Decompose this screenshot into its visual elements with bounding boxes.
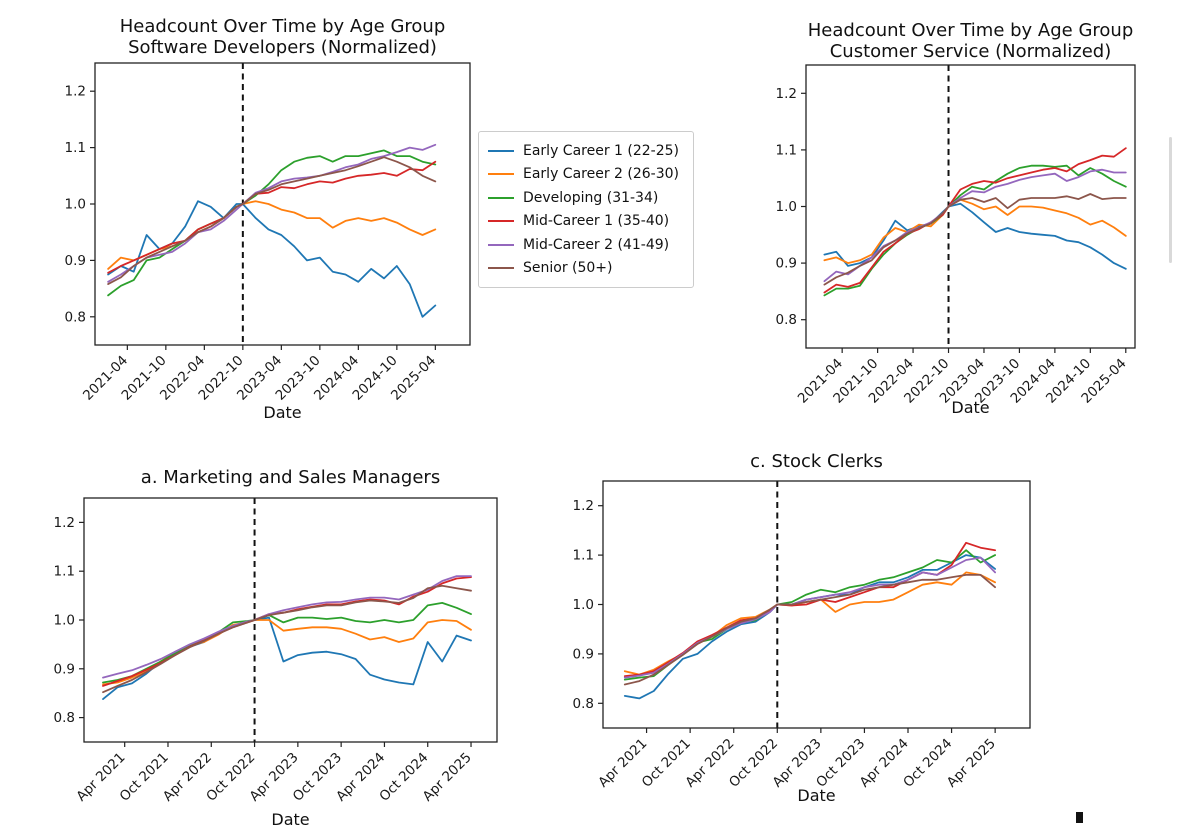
y-tick-label: 0.8 xyxy=(776,312,797,328)
x-tick-label: Apr 2024 xyxy=(333,750,388,805)
x-axis-label: Date xyxy=(271,810,310,829)
x-tick-label: 2025-04 xyxy=(388,353,439,404)
y-tick-label: 0.9 xyxy=(65,253,86,269)
scrollbar-thumb[interactable] xyxy=(1169,137,1172,263)
x-tick-label: Oct 2021 xyxy=(117,750,172,805)
chart-title: a. Marketing and Sales Managers xyxy=(141,467,440,488)
clipped-text-fragment xyxy=(1076,812,1083,823)
x-axis-label: Date xyxy=(797,786,836,805)
y-tick-label: 1.2 xyxy=(573,498,594,514)
legend-line-swatch-icon xyxy=(488,173,514,176)
y-tick-label: 0.8 xyxy=(573,696,594,712)
x-tick-label: 2024-04 xyxy=(311,353,362,404)
y-tick-label: 1.0 xyxy=(65,197,86,213)
legend-item-label: Early Career 1 (22-25) xyxy=(523,142,680,159)
x-axis-label: Date xyxy=(263,403,302,422)
y-tick-label: 1.0 xyxy=(54,613,75,629)
y-tick-label: 1.1 xyxy=(776,142,797,158)
x-tick-label: Apr 2024 xyxy=(857,736,912,791)
x-tick-label: Oct 2024 xyxy=(376,750,431,805)
legend-item-label: Senior (50+) xyxy=(523,260,613,277)
y-tick-label: 1.2 xyxy=(54,515,75,531)
y-tick-label: 1.2 xyxy=(65,84,86,100)
chart-customer-service: Headcount Over Time by Age Group Custome… xyxy=(806,20,1135,417)
x-tick-label: Oct 2021 xyxy=(639,736,694,791)
y-tick-label: 0.9 xyxy=(776,256,797,272)
x-tick-label: Apr 2021 xyxy=(595,736,650,791)
legend-item: Developing (31-34) xyxy=(488,186,683,210)
legend-item-label: Early Career 2 (26-30) xyxy=(523,166,680,183)
x-tick-label: Apr 2021 xyxy=(73,750,128,805)
legend-line-swatch-icon xyxy=(488,220,514,223)
legend-item-label: Developing (31-34) xyxy=(523,189,659,206)
x-tick-label: Apr 2025 xyxy=(944,736,999,791)
legend-item-label: Mid-Career 2 (41-49) xyxy=(523,236,670,253)
x-tick-label: 2022-04 xyxy=(157,353,208,404)
x-tick-label: 2023-10 xyxy=(272,353,323,404)
y-tick-label: 0.9 xyxy=(573,646,594,662)
chart-title-line-1: a. Marketing and Sales Managers xyxy=(140,466,441,488)
y-tick-label: 1.0 xyxy=(776,199,797,215)
x-tick-label: Apr 2023 xyxy=(247,750,302,805)
x-axis-label: Date xyxy=(951,398,990,417)
chart-title-line-2: Customer Service (Normalized) xyxy=(829,40,1112,62)
legend-line-swatch-icon xyxy=(488,149,514,152)
y-tick-label: 1.1 xyxy=(65,140,86,156)
y-tick-label: 1.2 xyxy=(776,86,797,102)
chart-title-line-1: Headcount Over Time by Age Group xyxy=(119,15,446,37)
legend-line-swatch-icon xyxy=(488,196,514,199)
y-tick-label: 1.1 xyxy=(54,564,75,580)
x-tick-label: 2021-04 xyxy=(80,353,131,404)
legend-line-swatch-icon xyxy=(488,243,514,246)
chart-title-line-1: c. Stock Clerks xyxy=(750,450,883,472)
x-tick-label: Oct 2022 xyxy=(203,750,258,805)
chart-software-developers: Headcount Over Time by Age Group Softwar… xyxy=(95,16,470,422)
legend-item: Early Career 1 (22-25) xyxy=(488,139,683,163)
legend-line-swatch-icon xyxy=(488,267,514,270)
chart-title: c. Stock Clerks xyxy=(750,451,883,472)
y-tick-label: 0.9 xyxy=(54,661,75,677)
x-tick-label: Oct 2023 xyxy=(290,750,345,805)
x-tick-label: 2023-04 xyxy=(234,353,285,404)
y-tick-label: 0.8 xyxy=(54,710,75,726)
legend-item: Mid-Career 1 (35-40) xyxy=(488,210,683,234)
x-tick-label: Oct 2022 xyxy=(726,736,781,791)
x-tick-label: 2022-10 xyxy=(195,353,246,404)
legend-item: Early Career 2 (26-30) xyxy=(488,163,683,187)
chart-title: Headcount Over Time by Age Group Custome… xyxy=(808,20,1134,62)
x-tick-label: Apr 2022 xyxy=(160,750,215,805)
legend-item-label: Mid-Career 1 (35-40) xyxy=(523,213,670,230)
x-tick-label: 2024-10 xyxy=(349,353,400,404)
x-tick-label: Apr 2022 xyxy=(682,736,737,791)
y-tick-label: 0.8 xyxy=(65,309,86,325)
legend-item: Mid-Career 2 (41-49) xyxy=(488,233,683,257)
chart-stock-clerks: c. Stock Clerks Date xyxy=(603,451,1030,805)
chart-title-line-2: Software Developers (Normalized) xyxy=(128,36,437,58)
chart-title-line-1: Headcount Over Time by Age Group xyxy=(807,19,1134,41)
chart-title: Headcount Over Time by Age Group Softwar… xyxy=(120,16,446,58)
x-tick-label: Oct 2024 xyxy=(900,736,955,791)
y-tick-label: 1.0 xyxy=(573,597,594,613)
legend-item: Senior (50+) xyxy=(488,257,683,281)
x-tick-label: Oct 2023 xyxy=(813,736,868,791)
x-tick-label: Apr 2023 xyxy=(770,736,825,791)
y-tick-label: 1.1 xyxy=(573,548,594,564)
x-tick-label: 2021-10 xyxy=(118,353,169,404)
legend: Early Career 1 (22-25) Early Career 2 (26… xyxy=(478,131,694,288)
x-tick-label: Apr 2025 xyxy=(420,750,475,805)
chart-marketing-sales-managers: a. Marketing and Sales Managers Date xyxy=(84,467,497,829)
